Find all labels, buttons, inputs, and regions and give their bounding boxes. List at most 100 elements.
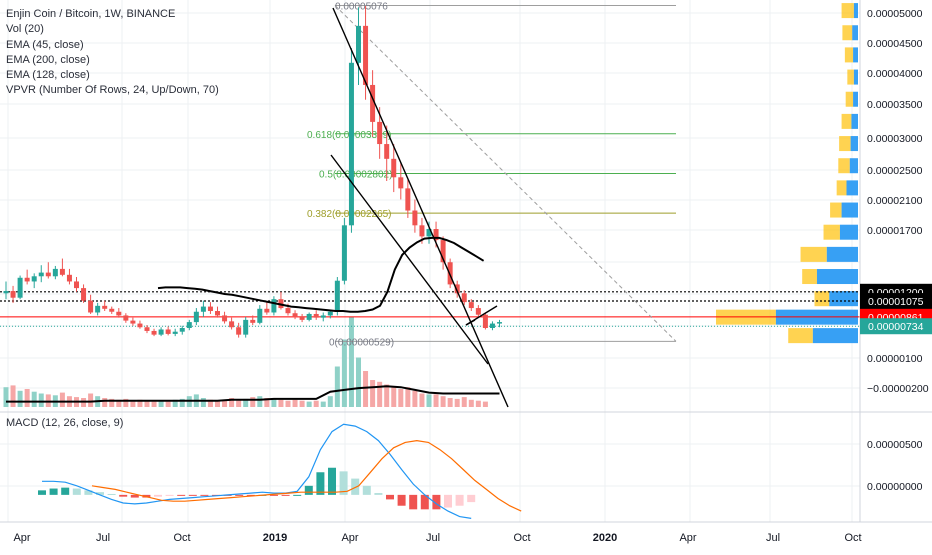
vpvr-down-bar <box>845 91 854 107</box>
vpvr-down-bar <box>842 25 853 41</box>
candle-body <box>313 313 319 318</box>
candle-body <box>74 281 79 289</box>
candle-body <box>461 293 467 303</box>
price-tag-bg <box>860 293 932 310</box>
volume-bar <box>264 398 270 407</box>
macd-histogram-bar <box>235 494 244 496</box>
candle-body <box>123 315 129 321</box>
volume-bar <box>151 401 157 407</box>
macd-histogram-bar <box>467 494 476 503</box>
vpvr-up-bar <box>846 180 858 196</box>
candle-body <box>384 144 390 159</box>
volume-bar <box>454 398 460 407</box>
candle-body <box>158 329 164 335</box>
volume-bar <box>172 399 178 407</box>
candle-body <box>356 25 361 63</box>
macd-histogram-bar <box>374 493 383 495</box>
candle-body <box>193 311 199 323</box>
price-axis-label: 0.00001700 <box>867 225 923 237</box>
ema-lines <box>157 236 485 313</box>
macd-histogram-bar <box>200 494 209 496</box>
volume-bar <box>285 400 291 407</box>
time-axis-label: Apr <box>13 532 30 544</box>
candle-body <box>109 308 115 312</box>
macd-histogram-bar <box>304 485 313 495</box>
vpvr-down-bar <box>800 246 827 262</box>
vpvr-up-bar <box>852 25 858 41</box>
legend-vpvr[interactable]: VPVR (Number Of Rows, 24, Up/Down, 70) <box>6 84 219 97</box>
volume-bar <box>299 400 305 407</box>
legend: Enjin Coin / Bitcoin, 1W, BINANCE Vol (2… <box>6 7 219 99</box>
legend-volume[interactable]: Vol (20) <box>6 23 44 36</box>
time-axis-label: 2019 <box>263 532 287 544</box>
legend-symbol[interactable]: Enjin Coin / Bitcoin, 1W, BINANCE <box>6 8 176 20</box>
candle-body <box>497 322 502 324</box>
horizontal-levels <box>0 291 860 327</box>
candle-body <box>207 306 213 312</box>
price-axis-label: 0.00004000 <box>867 68 923 80</box>
volume-bar <box>327 396 333 407</box>
volume-bar <box>412 390 418 407</box>
volume-bar <box>24 389 30 407</box>
macd-histogram-bar <box>397 494 406 506</box>
fib-label: 0(0.00000529) <box>329 337 394 348</box>
fib-label: 0.5(0.00002802) <box>319 169 392 180</box>
volume-bar <box>59 392 65 407</box>
vpvr-up-bar <box>853 69 858 85</box>
volume-bar <box>3 387 9 407</box>
candle-body <box>482 314 488 328</box>
candle-body <box>66 274 72 282</box>
volume-bar <box>334 366 340 407</box>
volume-bar <box>391 387 397 407</box>
vpvr-down-bar <box>836 180 847 196</box>
candle-body <box>116 311 122 316</box>
macd-axis-label: 0.00000000 <box>867 481 923 493</box>
candle-body <box>426 229 432 237</box>
candle-body <box>95 305 101 313</box>
candle-body <box>179 328 185 332</box>
candle-body <box>299 316 305 320</box>
macd-histogram-bar <box>38 490 46 495</box>
time-axis-label: Apr <box>341 532 358 544</box>
vpvr-down-bar <box>841 3 854 19</box>
candle-body <box>222 315 228 322</box>
macd-histogram-bar <box>316 472 325 495</box>
candle-body <box>31 276 37 282</box>
legend-ema45[interactable]: EMA (45, close) <box>6 38 84 51</box>
candle-body <box>215 311 220 316</box>
price-axis-label: −0.00000200 <box>867 383 929 395</box>
vpvr-up-bar <box>816 269 858 285</box>
price-axis-label: 0.00003000 <box>867 133 923 145</box>
macd-pane <box>0 411 932 519</box>
macd-legend[interactable]: MACD (12, 26, close, 9) <box>6 417 124 429</box>
volume-bar <box>447 398 453 407</box>
volume-bar <box>31 391 37 407</box>
candle-body <box>285 308 291 314</box>
volume-bar <box>229 398 235 407</box>
fib-label: 0.00005076 <box>335 1 388 12</box>
legend-ema128[interactable]: EMA (128, close) <box>6 69 90 82</box>
macd-histogram-bar <box>246 494 255 496</box>
volume-bar <box>377 381 383 407</box>
vpvr-up-bar <box>829 291 858 307</box>
candle-body <box>334 280 340 312</box>
legend-ema200[interactable]: EMA (200, close) <box>6 53 90 66</box>
volume-bar <box>313 400 319 407</box>
candle-body <box>433 229 439 241</box>
macd-axis-label: 0.00000500 <box>867 439 923 451</box>
volume-bar <box>250 397 256 407</box>
macd-histogram-bar <box>328 467 336 495</box>
volume-bar <box>356 357 361 407</box>
candle-body <box>475 308 481 315</box>
macd-histogram-bar <box>177 494 186 496</box>
candle-body <box>489 323 495 328</box>
volume-bar <box>215 400 220 407</box>
candle-body <box>327 311 333 316</box>
candle-body <box>440 240 446 263</box>
price-axis-label: 0.00005000 <box>867 8 923 20</box>
volume-bar <box>130 400 136 407</box>
price-axis-label: 0.00003500 <box>867 99 923 111</box>
macd-histogram-bar <box>362 485 371 495</box>
